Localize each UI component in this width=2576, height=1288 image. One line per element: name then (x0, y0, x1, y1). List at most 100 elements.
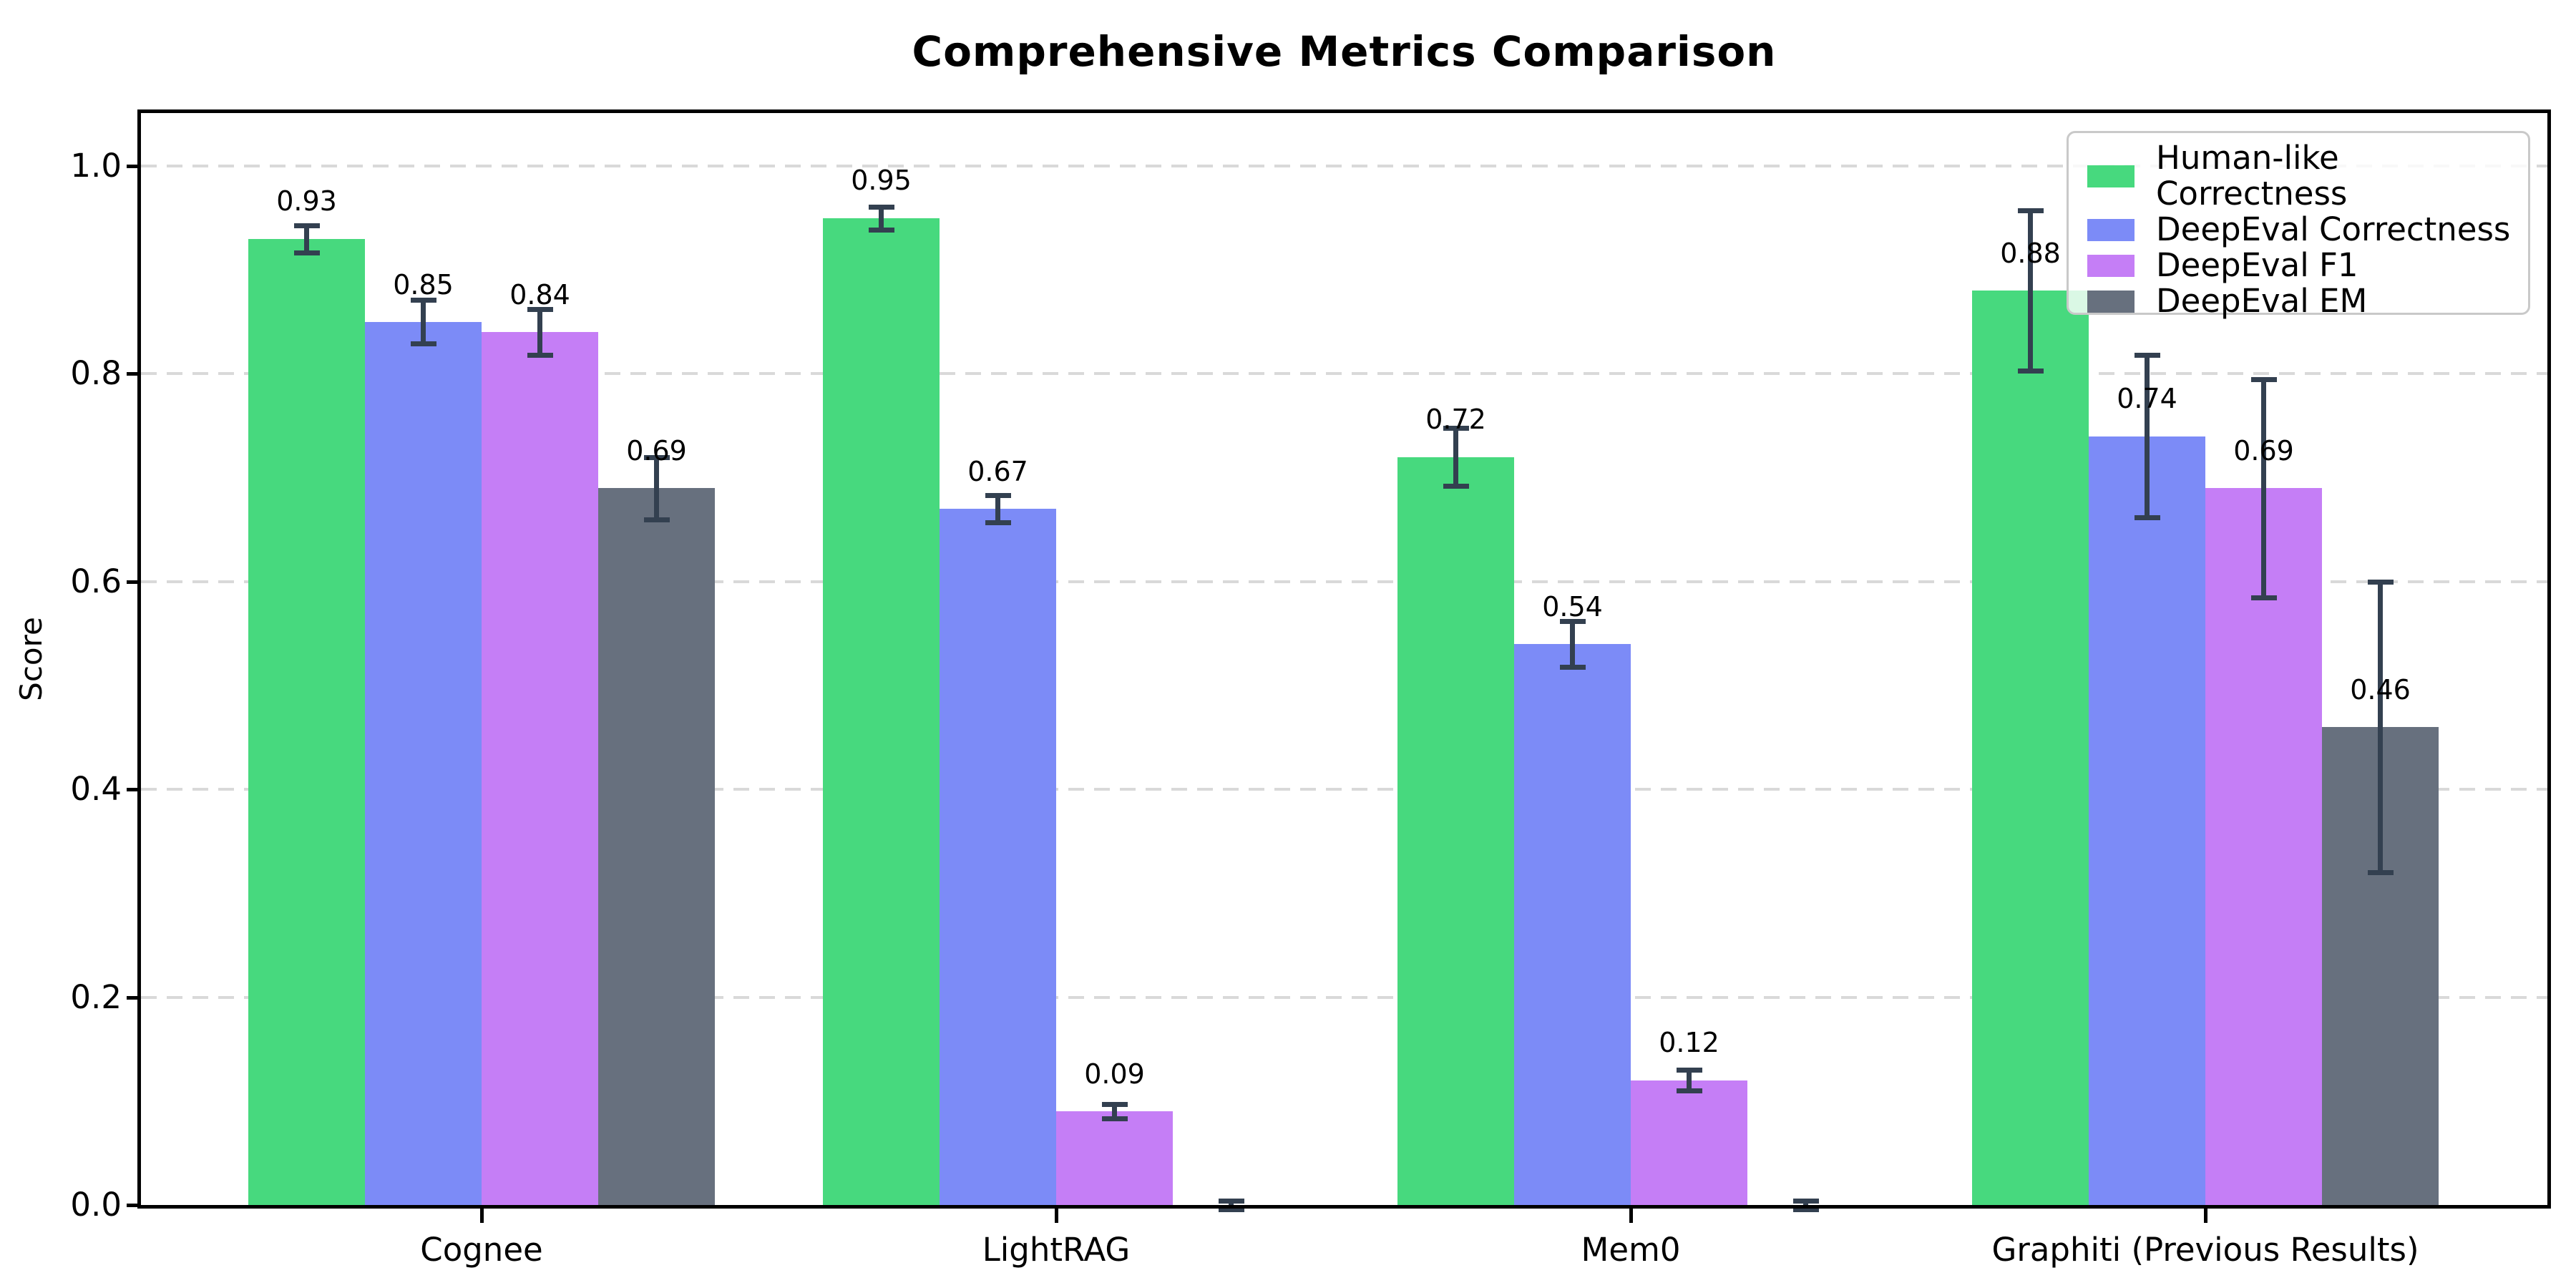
bar-deepeval-f1 (1631, 1080, 1747, 1205)
error-bar-cap-top (2134, 353, 2160, 358)
error-bar-line (1229, 1201, 1234, 1209)
error-bar-cap-bottom (1101, 1116, 1128, 1122)
error-bar-line (654, 457, 659, 519)
bar-deepeval-correctness (365, 322, 482, 1205)
error-bar-cap-top (1443, 425, 1469, 431)
error-bar-line (537, 309, 542, 356)
legend-item: Human-like Correctness (2069, 140, 2528, 212)
error-bar-cap-bottom (2250, 595, 2277, 600)
bar-value-label: 0.46 (2350, 673, 2411, 706)
x-tick (480, 1209, 484, 1223)
bar-value-label: 0.84 (509, 279, 570, 311)
bar-deepeval-f1 (2205, 488, 2322, 1205)
y-tick-label: 0.0 (70, 1186, 122, 1224)
x-tick (1629, 1209, 1633, 1223)
error-bar-cap-top (1792, 1199, 1819, 1204)
bar-human-like-correctness (1397, 457, 1514, 1205)
bar-value-label: 0.95 (851, 165, 912, 197)
bar-deepeval-correctness (940, 509, 1056, 1205)
legend-label: DeepEval F1 (2156, 246, 2358, 284)
gridline (141, 788, 2547, 791)
error-bar-line (2145, 355, 2150, 517)
error-bar-cap-top (1101, 1102, 1128, 1108)
y-tick-label: 1.0 (70, 147, 122, 185)
error-bar-cap-top (2367, 579, 2394, 585)
x-tick-label: LightRAG (982, 1231, 1131, 1269)
y-tick-label: 0.8 (70, 354, 122, 393)
error-bar-cap-bottom (2134, 514, 2160, 520)
error-bar-cap-bottom (1676, 1088, 1702, 1094)
error-bar-cap-top (1559, 618, 1586, 624)
error-bar-line (1112, 1104, 1117, 1119)
bar-deepeval-correctness (1514, 644, 1631, 1205)
bar-value-label: 0.54 (1542, 590, 1603, 623)
gridline (141, 995, 2547, 999)
bar-deepeval-em (598, 488, 715, 1205)
x-tick-label: Mem0 (1581, 1231, 1681, 1269)
error-bar-cap-top (2250, 376, 2277, 382)
error-bar-line (421, 300, 426, 344)
bar-human-like-correctness (1972, 291, 2089, 1205)
legend-item: DeepEval Correctness (2069, 212, 2528, 248)
y-tick (127, 788, 141, 792)
x-tick-label: Cognee (420, 1231, 543, 1269)
error-bar-cap-bottom (2367, 870, 2394, 876)
legend-swatch (2087, 165, 2135, 187)
bar-human-like-correctness (248, 239, 365, 1205)
y-tick-label: 0.6 (70, 562, 122, 600)
x-tick (2204, 1209, 2207, 1223)
error-bar-cap-top (643, 454, 670, 460)
y-tick-label: 0.2 (70, 977, 122, 1016)
error-bar-line (304, 225, 309, 253)
bar-deepeval-f1 (482, 332, 598, 1205)
error-bar-cap-top (868, 204, 894, 210)
error-bar-cap-bottom (293, 250, 320, 255)
bar-value-label: 0.67 (967, 455, 1028, 487)
error-bar-line (2261, 379, 2266, 597)
error-bar-cap-bottom (410, 341, 436, 347)
error-bar-cap-top (293, 223, 320, 228)
bar-value-label: 0.69 (2233, 434, 2294, 467)
error-bar-cap-bottom (868, 227, 894, 233)
gridline (141, 165, 2547, 167)
bar-value-label: 0.88 (2000, 237, 2061, 269)
gridline (141, 372, 2547, 376)
error-bar-line (995, 495, 1000, 523)
bar-value-label: 0.93 (276, 185, 337, 218)
bar-human-like-correctness (823, 218, 940, 1205)
chart-title: Comprehensive Metrics Comparison (912, 27, 1777, 76)
error-bar-line (1570, 620, 1575, 667)
error-bar-cap-top (2017, 208, 2044, 214)
bar-deepeval-correctness (2089, 436, 2205, 1205)
legend-label: DeepEval EM (2156, 282, 2368, 320)
y-tick (127, 580, 141, 584)
bar-value-label: 0.74 (2117, 383, 2177, 415)
error-bar-cap-bottom (2017, 369, 2044, 374)
error-bar-cap-bottom (1218, 1206, 1244, 1212)
error-bar-cap-bottom (1792, 1206, 1819, 1212)
error-bar-cap-top (1218, 1199, 1244, 1204)
error-bar-line (2378, 581, 2383, 873)
error-bar-line (2028, 210, 2033, 371)
error-bar-line (879, 206, 884, 230)
legend-swatch (2087, 290, 2135, 313)
error-bar-cap-bottom (1443, 484, 1469, 489)
error-bar-line (1687, 1070, 1692, 1091)
error-bar-cap-top (410, 298, 436, 303)
error-bar-cap-bottom (643, 517, 670, 522)
y-tick (127, 165, 141, 168)
legend: Human-like Correctness DeepEval Correctne… (2067, 131, 2530, 319)
bar-deepeval-f1 (1056, 1111, 1173, 1205)
legend-swatch (2087, 254, 2135, 277)
bar-value-label: 0.09 (1084, 1058, 1145, 1091)
bar-value-label: 0.12 (1659, 1027, 1719, 1059)
legend-label: DeepEval Correctness (2156, 210, 2511, 248)
bar-value-label: 0.72 (1425, 404, 1486, 436)
y-tick-label: 0.4 (70, 770, 122, 809)
gridline (141, 580, 2547, 583)
error-bar-cap-top (985, 493, 1011, 499)
bar-value-label: 0.69 (626, 434, 687, 467)
x-tick-label: Graphiti (Previous Results) (1991, 1231, 2419, 1269)
y-tick (127, 995, 141, 1000)
